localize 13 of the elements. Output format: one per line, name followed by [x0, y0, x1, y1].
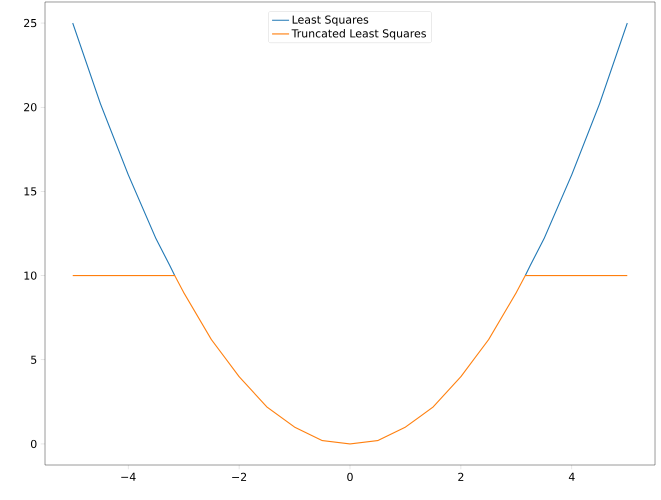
y-tick-label: 0 [30, 440, 36, 448]
legend-label: Least Squares [292, 15, 368, 26]
x-tick-label: 4 [568, 472, 575, 481]
x-tick-label: 2 [458, 472, 464, 481]
y-tick-label: 25 [24, 18, 36, 28]
y-tick-label: 20 [24, 103, 36, 112]
y-tick-label: 10 [24, 271, 36, 280]
x-tick-label: −4 [121, 472, 136, 481]
x-tick-label: −2 [232, 472, 246, 481]
x-tick-label: 0 [347, 472, 353, 482]
y-tick-label: 15 [24, 187, 36, 196]
y-tick-label: 5 [31, 356, 36, 364]
legend-label: Truncated Least Squares [292, 29, 426, 40]
